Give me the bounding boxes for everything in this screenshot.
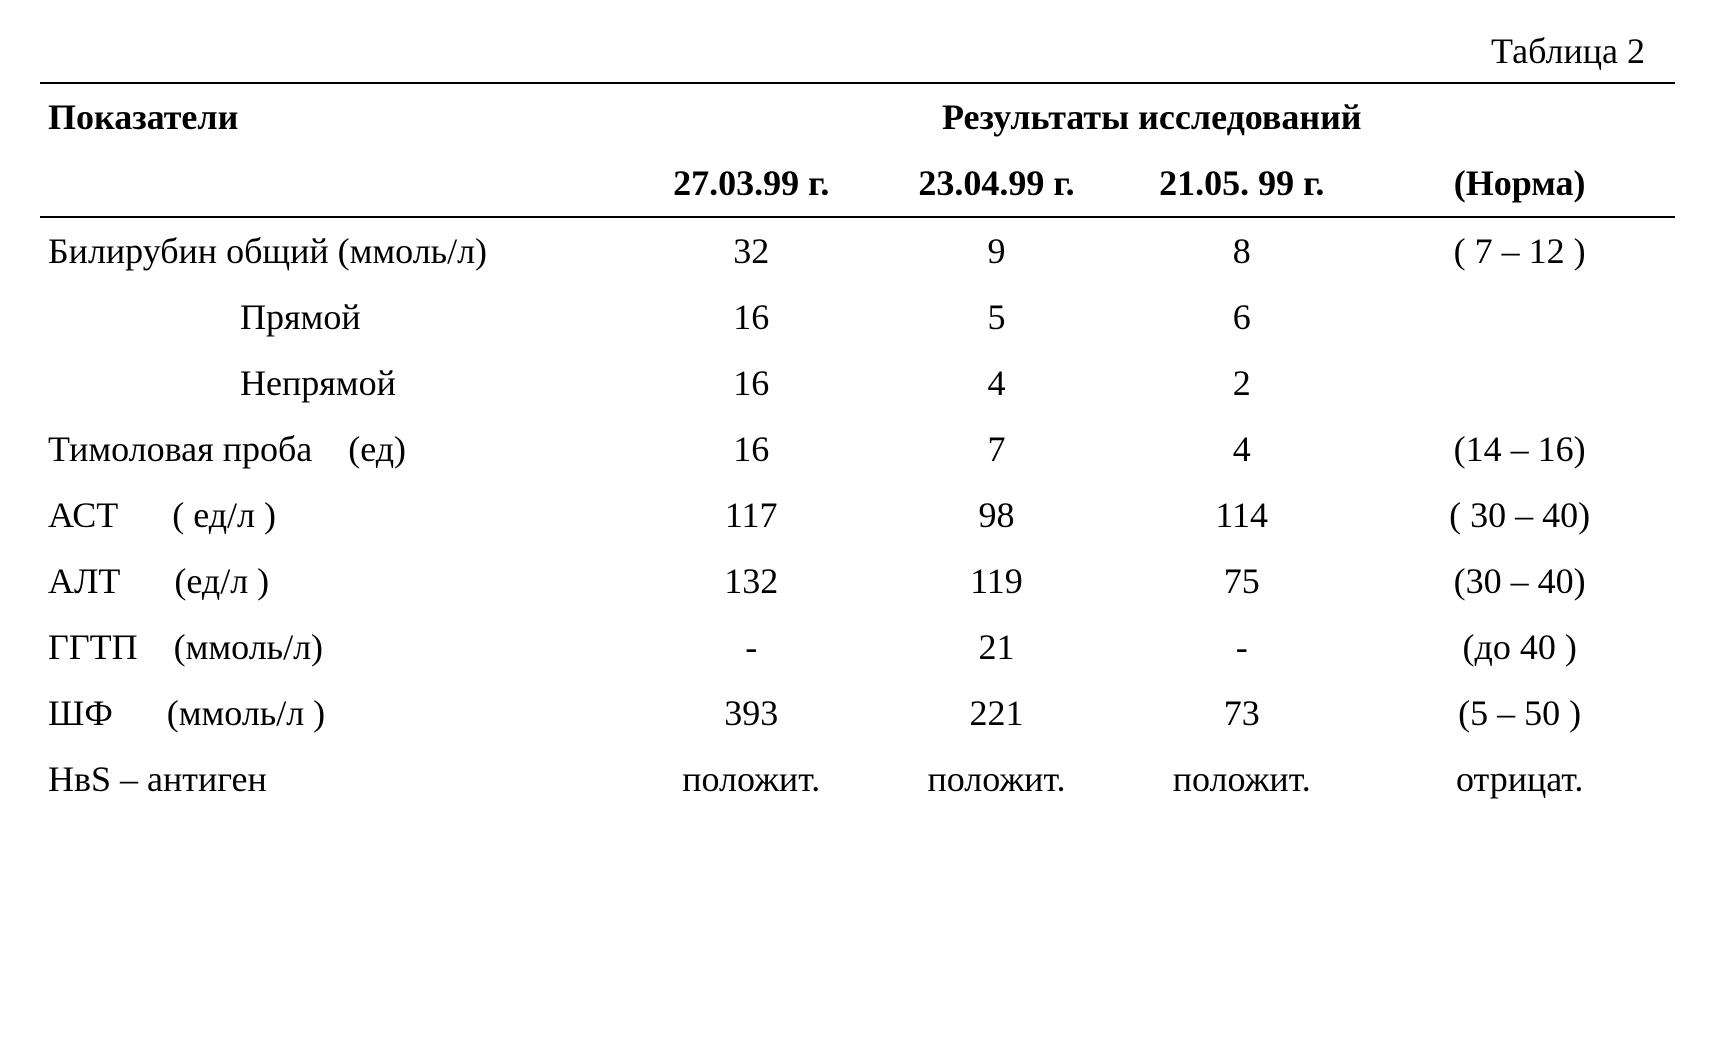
col-header-date3: 21.05. 99 г. <box>1119 150 1364 217</box>
col-header-norm: (Норма) <box>1364 150 1675 217</box>
cell-v1: положит. <box>629 746 874 812</box>
col-header-results: Результаты исследований <box>629 83 1675 150</box>
cell-v1: 117 <box>629 482 874 548</box>
table-body: Билирубин общий (ммоль/л)3298( 7 – 12 )П… <box>40 217 1675 812</box>
table-row: Непрямой1642 <box>40 350 1675 416</box>
table-row: Билирубин общий (ммоль/л)3298( 7 – 12 ) <box>40 217 1675 284</box>
cell-v2: положит. <box>874 746 1119 812</box>
cell-v3: - <box>1119 614 1364 680</box>
cell-norm: (30 – 40) <box>1364 548 1675 614</box>
cell-v1: 393 <box>629 680 874 746</box>
table-row: ГГТП (ммоль/л)-21-(до 40 ) <box>40 614 1675 680</box>
row-label: НвS – антиген <box>40 746 629 812</box>
cell-v3: 4 <box>1119 416 1364 482</box>
row-label: Прямой <box>40 284 629 350</box>
row-label: ШФ (ммоль/л ) <box>40 680 629 746</box>
row-label: Непрямой <box>40 350 629 416</box>
cell-norm: (5 – 50 ) <box>1364 680 1675 746</box>
cell-v2: 7 <box>874 416 1119 482</box>
row-label: Тимоловая проба (ед) <box>40 416 629 482</box>
table-row: НвS – антигенположит.положит.положит.отр… <box>40 746 1675 812</box>
cell-norm: (до 40 ) <box>1364 614 1675 680</box>
cell-v2: 9 <box>874 217 1119 284</box>
cell-norm: ( 30 – 40) <box>1364 482 1675 548</box>
cell-v2: 119 <box>874 548 1119 614</box>
table-row: Тимоловая проба (ед)1674(14 – 16) <box>40 416 1675 482</box>
row-label: АСТ ( ед/л ) <box>40 482 629 548</box>
cell-norm: (14 – 16) <box>1364 416 1675 482</box>
table-row: АЛТ (ед/л )13211975(30 – 40) <box>40 548 1675 614</box>
cell-v3: положит. <box>1119 746 1364 812</box>
cell-v3: 2 <box>1119 350 1364 416</box>
cell-norm <box>1364 350 1675 416</box>
cell-v2: 4 <box>874 350 1119 416</box>
col-header-indicators: Показатели <box>40 83 629 217</box>
row-label: ГГТП (ммоль/л) <box>40 614 629 680</box>
row-label: Билирубин общий (ммоль/л) <box>40 217 629 284</box>
cell-v2: 221 <box>874 680 1119 746</box>
cell-v2: 98 <box>874 482 1119 548</box>
table-row: АСТ ( ед/л )11798114( 30 – 40) <box>40 482 1675 548</box>
cell-v2: 5 <box>874 284 1119 350</box>
cell-v1: 132 <box>629 548 874 614</box>
table-row: Прямой1656 <box>40 284 1675 350</box>
col-header-date1: 27.03.99 г. <box>629 150 874 217</box>
cell-norm: ( 7 – 12 ) <box>1364 217 1675 284</box>
cell-v1: 16 <box>629 350 874 416</box>
table-row: ШФ (ммоль/л )39322173(5 – 50 ) <box>40 680 1675 746</box>
cell-v3: 73 <box>1119 680 1364 746</box>
results-table: Показатели Результаты исследований 27.03… <box>40 82 1675 812</box>
col-header-date2: 23.04.99 г. <box>874 150 1119 217</box>
cell-norm <box>1364 284 1675 350</box>
cell-v3: 75 <box>1119 548 1364 614</box>
cell-v1: 16 <box>629 284 874 350</box>
cell-v1: 32 <box>629 217 874 284</box>
cell-v2: 21 <box>874 614 1119 680</box>
row-label: АЛТ (ед/л ) <box>40 548 629 614</box>
cell-v1: - <box>629 614 874 680</box>
table-caption: Таблица 2 <box>40 30 1675 72</box>
cell-norm: отрицат. <box>1364 746 1675 812</box>
cell-v3: 8 <box>1119 217 1364 284</box>
cell-v1: 16 <box>629 416 874 482</box>
cell-v3: 114 <box>1119 482 1364 548</box>
cell-v3: 6 <box>1119 284 1364 350</box>
